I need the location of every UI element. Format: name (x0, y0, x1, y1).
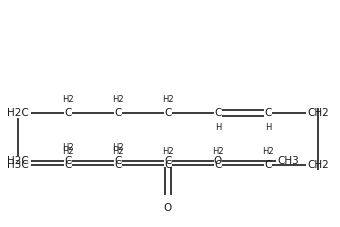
Text: C: C (114, 108, 122, 118)
Text: H2C: H2C (7, 108, 29, 118)
Text: H2: H2 (112, 146, 124, 155)
Text: C: C (64, 156, 72, 166)
Text: CH2: CH2 (307, 160, 329, 170)
Text: CH2: CH2 (307, 108, 329, 118)
Text: H2: H2 (162, 94, 174, 104)
Text: H2: H2 (262, 146, 274, 155)
Text: H: H (265, 123, 271, 131)
Text: H2: H2 (112, 94, 124, 104)
Text: C: C (114, 160, 122, 170)
Text: H2: H2 (62, 94, 74, 104)
Text: C: C (164, 160, 172, 170)
Text: C: C (164, 108, 172, 118)
Text: H2: H2 (112, 143, 124, 151)
Text: C: C (264, 108, 272, 118)
Text: O: O (214, 156, 222, 166)
Text: C: C (114, 156, 122, 166)
Text: C: C (264, 160, 272, 170)
Text: H3C: H3C (7, 160, 29, 170)
Text: C: C (64, 108, 72, 118)
Text: C: C (164, 156, 172, 166)
Text: H2: H2 (62, 146, 74, 155)
Text: C: C (214, 108, 222, 118)
Text: H2: H2 (62, 143, 74, 151)
Text: C: C (214, 160, 222, 170)
Text: C: C (64, 160, 72, 170)
Text: H: H (215, 123, 221, 131)
Text: O: O (164, 203, 172, 213)
Text: H2: H2 (162, 146, 174, 155)
Text: H2C: H2C (7, 156, 29, 166)
Text: CH3: CH3 (277, 156, 299, 166)
Text: H2: H2 (212, 146, 224, 155)
